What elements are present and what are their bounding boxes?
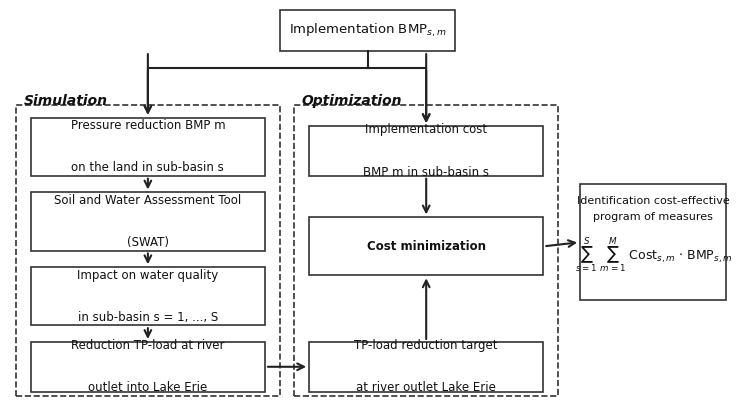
Text: Cost minimization: Cost minimization bbox=[367, 240, 486, 253]
Text: $\sum_{s=1}^{S}\ \sum_{m=1}^{M}$ Cost$_{s,m}$ $\cdot$ BMP$_{s,m}$: $\sum_{s=1}^{S}\ \sum_{m=1}^{M}$ Cost$_{… bbox=[574, 235, 732, 275]
FancyBboxPatch shape bbox=[31, 192, 265, 250]
FancyBboxPatch shape bbox=[31, 267, 265, 325]
Text: TP-load reduction target: TP-load reduction target bbox=[355, 339, 498, 352]
FancyBboxPatch shape bbox=[280, 10, 455, 51]
FancyBboxPatch shape bbox=[580, 184, 727, 301]
Text: BMP m in sub-basin s: BMP m in sub-basin s bbox=[363, 166, 489, 178]
Text: Impact on water quality: Impact on water quality bbox=[77, 268, 218, 281]
Text: Optimization: Optimization bbox=[302, 94, 402, 108]
Text: Implementation cost: Implementation cost bbox=[365, 123, 488, 136]
FancyBboxPatch shape bbox=[309, 342, 544, 392]
FancyBboxPatch shape bbox=[31, 117, 265, 176]
Text: Reduction TP-load at river: Reduction TP-load at river bbox=[71, 339, 224, 352]
Text: Identification cost-effective: Identification cost-effective bbox=[577, 196, 730, 206]
Text: Soil and Water Assessment Tool: Soil and Water Assessment Tool bbox=[54, 194, 242, 207]
Text: program of measures: program of measures bbox=[593, 212, 713, 222]
Text: Simulation: Simulation bbox=[23, 94, 107, 108]
FancyBboxPatch shape bbox=[31, 342, 265, 392]
Text: in sub-basin s = 1, ..., S: in sub-basin s = 1, ..., S bbox=[78, 311, 218, 324]
FancyBboxPatch shape bbox=[309, 217, 544, 275]
Text: (SWAT): (SWAT) bbox=[127, 236, 169, 249]
Text: Pressure reduction BMP m: Pressure reduction BMP m bbox=[70, 119, 225, 132]
Text: outlet into Lake Erie: outlet into Lake Erie bbox=[88, 382, 208, 395]
Text: at river outlet Lake Erie: at river outlet Lake Erie bbox=[356, 382, 496, 395]
Text: Implementation BMP$_{s,m}$: Implementation BMP$_{s,m}$ bbox=[289, 22, 446, 39]
FancyBboxPatch shape bbox=[309, 126, 544, 176]
Text: on the land in sub-basin s: on the land in sub-basin s bbox=[71, 161, 224, 174]
